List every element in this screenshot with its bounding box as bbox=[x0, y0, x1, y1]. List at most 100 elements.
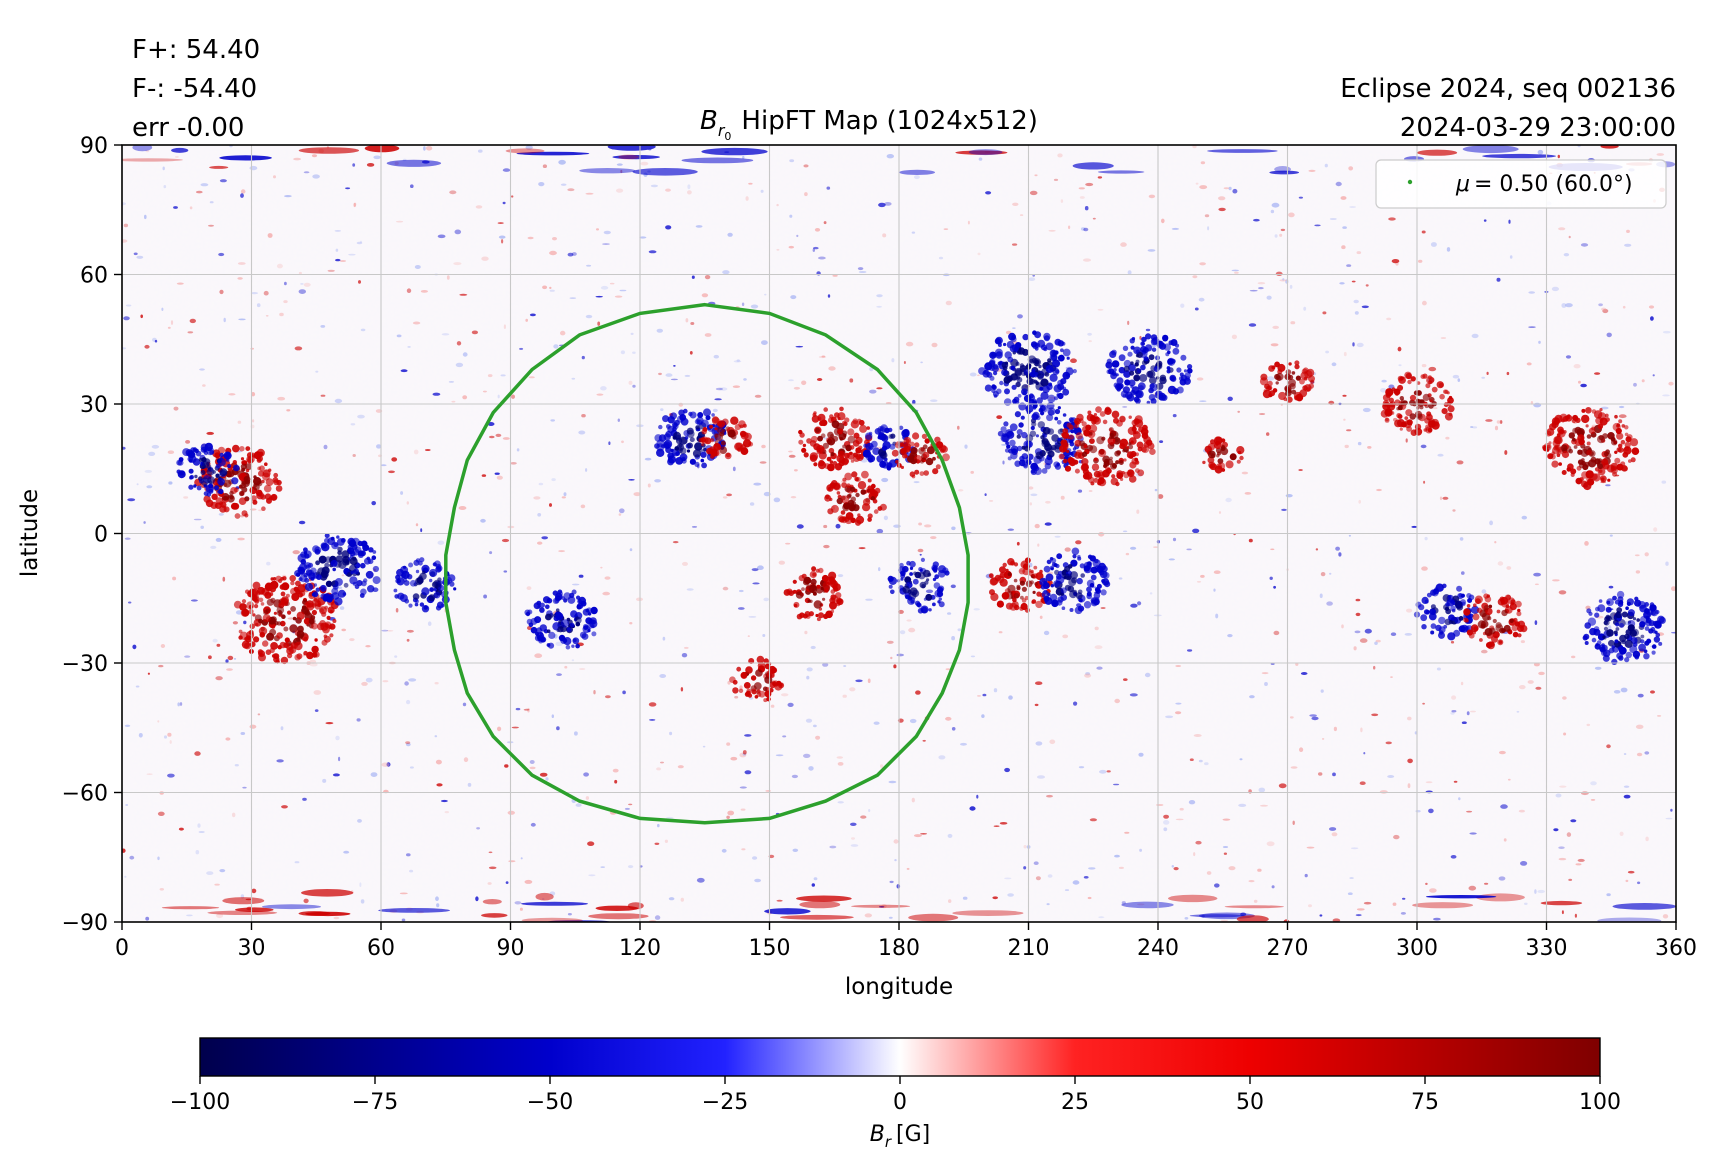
region-dot bbox=[1014, 411, 1022, 418]
region-dot bbox=[809, 452, 819, 461]
speckle-dot bbox=[1218, 207, 1226, 212]
region-dot bbox=[1597, 633, 1606, 641]
region-dot bbox=[667, 425, 675, 433]
region-dot bbox=[306, 651, 314, 660]
region-dot bbox=[1065, 367, 1074, 376]
region-dot bbox=[1122, 345, 1129, 351]
speckle-dot bbox=[1373, 665, 1376, 670]
speckle-dot bbox=[1650, 690, 1655, 694]
region-dot bbox=[844, 417, 850, 423]
speckle-dot bbox=[215, 537, 222, 542]
region-dot bbox=[742, 423, 747, 428]
speckle-dot bbox=[876, 387, 883, 390]
speckle-dot bbox=[721, 848, 727, 853]
region-dot bbox=[1053, 580, 1061, 588]
speckle-dot bbox=[1260, 804, 1268, 807]
speckle-dot bbox=[125, 804, 129, 806]
speckle-dot bbox=[1007, 528, 1014, 531]
speckle-dot bbox=[298, 520, 306, 525]
speckle-dot bbox=[1249, 289, 1258, 292]
region-dot bbox=[276, 606, 285, 614]
speckle-dot bbox=[242, 786, 247, 789]
speckle-dot bbox=[597, 321, 601, 326]
speckle-dot bbox=[920, 833, 928, 835]
region-dot bbox=[1621, 611, 1628, 618]
speckle-dot bbox=[216, 913, 224, 919]
region-dot bbox=[546, 629, 551, 633]
speckle-dot bbox=[386, 762, 391, 767]
polar-streak bbox=[618, 154, 639, 160]
speckle-dot bbox=[1573, 364, 1581, 369]
speckle-dot bbox=[616, 188, 624, 193]
speckle-dot bbox=[650, 184, 659, 188]
region-dot bbox=[1606, 629, 1614, 637]
region-dot bbox=[1045, 342, 1054, 351]
speckle-dot bbox=[1343, 351, 1347, 357]
speckle-dot bbox=[1446, 247, 1451, 252]
speckle-dot bbox=[785, 542, 791, 545]
region-dot bbox=[686, 427, 694, 435]
region-dot bbox=[888, 427, 893, 433]
region-dot bbox=[315, 587, 320, 592]
polar-streak bbox=[968, 149, 1003, 156]
speckle-dot bbox=[1411, 525, 1418, 528]
speckle-dot bbox=[951, 727, 956, 731]
speckle-dot bbox=[219, 869, 226, 873]
speckle-dot bbox=[1248, 880, 1255, 883]
region-dot bbox=[1003, 342, 1007, 347]
speckle-dot bbox=[1619, 831, 1624, 836]
region-dot bbox=[193, 484, 197, 488]
region-dot bbox=[841, 495, 850, 504]
speckle-dot bbox=[665, 373, 673, 377]
region-dot bbox=[239, 603, 247, 611]
region-dot bbox=[1554, 444, 1559, 450]
region-dot bbox=[1549, 423, 1557, 431]
colorbar-tick-label: −75 bbox=[352, 1090, 398, 1115]
speckle-dot bbox=[280, 726, 284, 731]
speckle-dot bbox=[1600, 406, 1609, 410]
speckle-dot bbox=[1405, 438, 1408, 443]
speckle-dot bbox=[335, 735, 340, 741]
region-dot bbox=[1090, 481, 1095, 486]
speckle-dot bbox=[462, 352, 468, 357]
speckle-dot bbox=[151, 444, 160, 449]
region-dot bbox=[254, 604, 259, 609]
speckle-dot bbox=[1653, 527, 1658, 532]
speckle-dot bbox=[1094, 626, 1099, 631]
region-dot bbox=[850, 496, 856, 502]
speckle-dot bbox=[1507, 778, 1511, 781]
region-dot bbox=[1074, 423, 1079, 429]
region-dot bbox=[1056, 420, 1062, 425]
speckle-dot bbox=[219, 289, 224, 295]
region-dot bbox=[312, 545, 320, 553]
colorbar-ticks: −100 −75 −50 −25 0 25 50 75 100 bbox=[170, 1076, 1621, 1115]
speckle-dot bbox=[202, 384, 206, 387]
region-dot bbox=[1031, 421, 1037, 427]
speckle-dot bbox=[640, 161, 649, 166]
region-dot bbox=[1149, 383, 1158, 392]
speckle-dot bbox=[240, 732, 246, 735]
speckle-dot bbox=[1309, 714, 1317, 717]
speckle-dot bbox=[665, 188, 671, 192]
region-dot bbox=[555, 612, 564, 621]
region-dot bbox=[1097, 477, 1105, 485]
speckle-dot bbox=[914, 175, 920, 180]
speckle-dot bbox=[175, 155, 179, 158]
speckle-dot bbox=[742, 750, 747, 755]
region-dot bbox=[1104, 581, 1111, 588]
region-dot bbox=[1619, 623, 1625, 628]
speckle-dot bbox=[704, 275, 711, 280]
region-dot bbox=[817, 435, 823, 442]
region-dot bbox=[1109, 456, 1113, 460]
y-tick-label: −60 bbox=[62, 782, 108, 807]
speckle-dot bbox=[903, 361, 906, 364]
region-dot bbox=[1617, 596, 1624, 603]
speckle-dot bbox=[978, 157, 983, 161]
speckle-dot bbox=[1257, 282, 1266, 285]
speckle-dot bbox=[821, 355, 826, 358]
speckle-dot bbox=[984, 493, 987, 496]
speckle-dot bbox=[1565, 355, 1572, 359]
speckle-dot bbox=[122, 446, 126, 450]
speckle-dot bbox=[500, 374, 506, 377]
region-dot bbox=[867, 513, 873, 519]
